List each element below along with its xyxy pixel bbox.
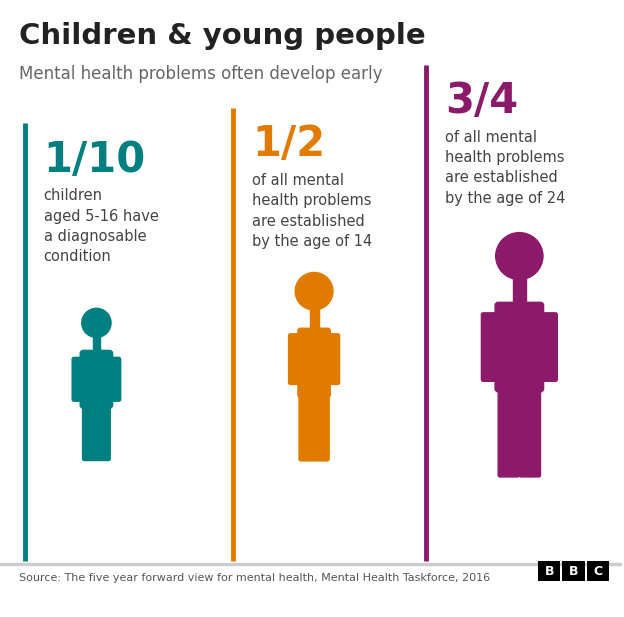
FancyBboxPatch shape	[538, 561, 560, 581]
FancyBboxPatch shape	[313, 393, 329, 461]
Text: 1/10: 1/10	[44, 139, 146, 181]
FancyBboxPatch shape	[299, 393, 314, 461]
FancyBboxPatch shape	[495, 302, 544, 392]
Text: of all mental
health problems
are established
by the age of 14: of all mental health problems are establ…	[252, 173, 372, 249]
Text: Source: The five year forward view for mental health, Mental Health Taskforce, 2: Source: The five year forward view for m…	[19, 573, 490, 582]
FancyBboxPatch shape	[82, 404, 97, 460]
Circle shape	[295, 273, 333, 310]
Text: B: B	[545, 565, 554, 578]
FancyBboxPatch shape	[95, 404, 110, 460]
FancyBboxPatch shape	[310, 307, 319, 333]
FancyBboxPatch shape	[108, 357, 120, 401]
Circle shape	[82, 308, 111, 337]
FancyBboxPatch shape	[513, 276, 525, 308]
FancyBboxPatch shape	[326, 334, 339, 384]
Text: children
aged 5-16 have
a diagnosable
condition: children aged 5-16 have a diagnosable co…	[44, 188, 158, 265]
Circle shape	[495, 233, 543, 280]
FancyBboxPatch shape	[298, 328, 330, 397]
FancyBboxPatch shape	[92, 336, 100, 355]
FancyBboxPatch shape	[72, 357, 85, 401]
FancyBboxPatch shape	[562, 561, 585, 581]
FancyBboxPatch shape	[519, 387, 540, 477]
Text: 3/4: 3/4	[445, 80, 518, 122]
Bar	[0, 563, 622, 565]
Text: B: B	[568, 565, 578, 578]
Text: 1/2: 1/2	[252, 123, 325, 165]
FancyBboxPatch shape	[587, 561, 609, 581]
Text: Mental health problems often develop early: Mental health problems often develop ear…	[19, 65, 382, 83]
Text: Children & young people: Children & young people	[19, 22, 426, 49]
Text: of all mental
health problems
are established
by the age of 24: of all mental health problems are establ…	[445, 130, 565, 206]
Text: C: C	[593, 565, 602, 578]
FancyBboxPatch shape	[481, 313, 500, 381]
FancyBboxPatch shape	[80, 350, 112, 408]
FancyBboxPatch shape	[498, 387, 519, 477]
FancyBboxPatch shape	[539, 313, 557, 381]
FancyBboxPatch shape	[288, 334, 302, 384]
